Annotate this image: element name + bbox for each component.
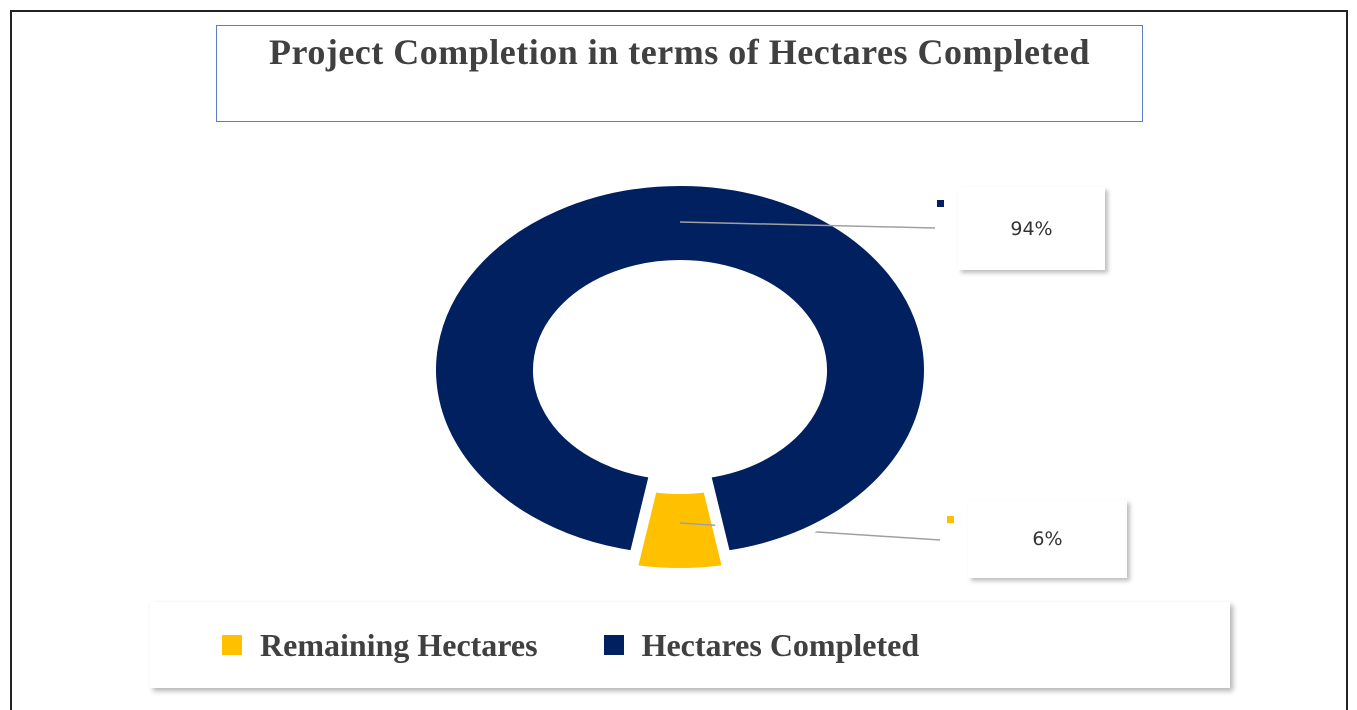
legend-swatch — [222, 635, 242, 655]
legend-item: Remaining Hectares — [222, 627, 538, 664]
donut-slice — [628, 483, 732, 576]
legend: Remaining Hectares Hectares Completed — [150, 602, 1230, 688]
label-marker — [947, 516, 954, 523]
legend-label: Remaining Hectares — [260, 626, 538, 663]
legend-item: Hectares Completed — [603, 626, 920, 664]
label-marker — [937, 200, 944, 207]
data-label: 6% — [968, 500, 1127, 578]
legend-label: Hectares Completed — [641, 626, 920, 663]
donut-slice — [428, 178, 932, 560]
legend-swatch — [603, 635, 624, 655]
frame — [10, 10, 1348, 710]
chart-title: Project Completion in terms of Hectares … — [216, 25, 1143, 122]
leader-line — [679, 221, 936, 229]
data-label: 94% — [958, 187, 1105, 270]
